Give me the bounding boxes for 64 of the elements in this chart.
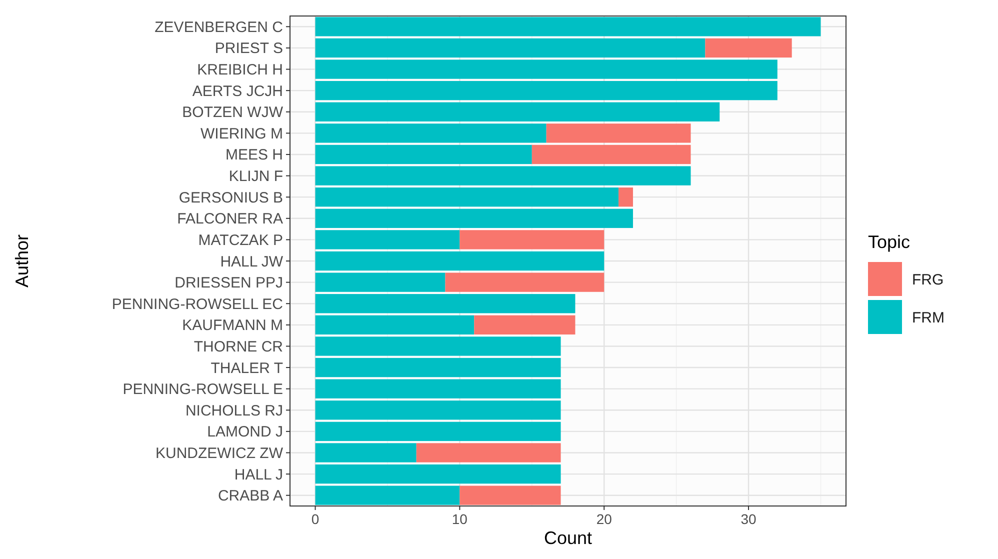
bar (315, 144, 532, 164)
bar (445, 272, 604, 292)
y-tick-label: MEES H (225, 146, 283, 164)
y-tick-label: KLIJN F (228, 168, 283, 186)
bar (315, 208, 633, 228)
bar (546, 124, 691, 143)
legend-label: FRM (912, 309, 944, 326)
bar (315, 400, 561, 420)
bar (705, 38, 792, 58)
bar (460, 486, 561, 505)
y-tick-label: WIERING M (200, 125, 283, 142)
y-tick-label: HALL J (234, 466, 283, 484)
bar (315, 60, 778, 79)
bar (315, 294, 576, 314)
bar (315, 102, 720, 122)
legend-title: Topic (868, 232, 910, 252)
bar (315, 272, 446, 292)
bar (315, 443, 416, 462)
x-axis-title: Count (544, 528, 592, 548)
bar (315, 464, 561, 484)
x-tick-label: 30 (740, 511, 757, 527)
bar (315, 251, 604, 271)
y-tick-label: FALCONER RA (177, 210, 283, 228)
y-tick-label: HALL JW (220, 253, 284, 270)
x-tick-label: 10 (452, 511, 468, 527)
y-tick-label: AERTS JCJH (192, 82, 283, 100)
bar (460, 230, 604, 250)
y-tick-label: PENNING-ROWSELL E (122, 381, 283, 398)
bar (416, 443, 561, 462)
legend-label: FRG (912, 271, 944, 288)
bar (315, 336, 561, 356)
y-axis-title: Author (12, 234, 32, 288)
bar (618, 188, 633, 207)
y-tick-label: LAMOND J (207, 424, 283, 441)
y-tick-label: KAUFMANN M (182, 317, 283, 334)
y-tick-label: CRABB A (218, 488, 283, 505)
bar (315, 166, 691, 186)
y-tick-label: DRIESSEN PPJ (174, 274, 283, 292)
bar (315, 38, 706, 58)
x-tick-label: 20 (596, 511, 612, 527)
y-tick-label: ZEVENBERGEN C (154, 18, 284, 36)
y-tick-label: BOTZEN WJW (182, 104, 284, 122)
bar (315, 80, 778, 100)
y-tick-label: THORNE CR (194, 338, 284, 356)
y-tick-label: MATCZAK P (198, 232, 283, 249)
bar (474, 315, 576, 334)
y-tick-label: THALER T (210, 360, 283, 377)
bar (315, 230, 460, 250)
bar (315, 422, 561, 442)
x-tick-label: 0 (311, 511, 320, 527)
y-tick-label: KREIBICH H (197, 62, 283, 79)
bar (315, 358, 561, 378)
bar (315, 486, 460, 505)
bar (532, 144, 691, 164)
bar (315, 188, 619, 207)
y-tick-label: PRIEST S (214, 40, 283, 58)
bar (315, 17, 821, 36)
bar (315, 379, 561, 398)
y-tick-label: NICHOLLS RJ (185, 402, 283, 420)
y-tick-label: PENNING-ROWSELL EC (112, 296, 284, 313)
bar (315, 315, 474, 334)
bar (315, 124, 546, 143)
y-tick-label: KUNDZEWICZ ZW (156, 444, 284, 462)
y-tick-label: GERSONIUS B (178, 189, 283, 206)
